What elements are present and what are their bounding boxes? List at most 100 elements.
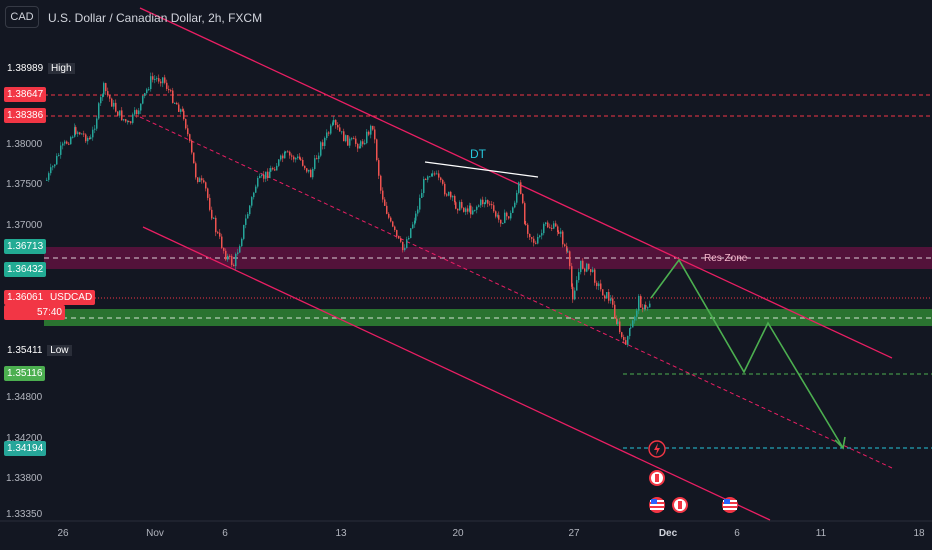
candle-body <box>359 146 361 149</box>
candle-body <box>144 93 146 96</box>
projection-path <box>650 258 844 449</box>
candle-body <box>417 209 419 214</box>
low-tag: Low <box>47 345 72 356</box>
countdown-label: 57:40 <box>4 305 65 320</box>
candle-body <box>524 203 526 224</box>
candle-body <box>406 239 408 249</box>
target-price-label-2: 1.34194 <box>4 441 47 456</box>
candle-body <box>610 298 612 301</box>
candle-body <box>647 307 649 309</box>
candle-body <box>454 196 456 203</box>
candle-body <box>130 121 132 123</box>
candle-body <box>52 166 54 168</box>
candle-body <box>233 264 235 267</box>
candle-body <box>168 89 170 91</box>
candle-body <box>588 263 590 270</box>
candle-body <box>56 155 58 165</box>
candle-body <box>265 171 267 179</box>
candle-body <box>537 237 539 244</box>
res-zone-label: Res Zone <box>704 253 748 264</box>
us-flag-icon[interactable] <box>722 497 738 513</box>
candle-body <box>128 121 130 123</box>
candle-body <box>353 138 355 140</box>
candle-body <box>431 173 433 177</box>
candle-body <box>444 183 446 195</box>
candle-body <box>600 283 602 290</box>
candle-body <box>209 197 211 210</box>
x-tick: 6 <box>734 528 740 539</box>
candle-body <box>487 200 489 204</box>
candle-body <box>174 102 176 104</box>
canada-flag-icon[interactable] <box>649 470 665 486</box>
candle-body <box>66 141 68 144</box>
candle-body <box>332 122 334 126</box>
symbol-search-button[interactable]: CAD <box>5 6 39 28</box>
candle-body <box>470 205 472 215</box>
candle-body <box>386 205 388 214</box>
candle-body <box>645 305 647 308</box>
candle-body <box>472 210 474 215</box>
candle-body <box>185 119 187 129</box>
candle-body <box>612 298 614 305</box>
candle-body <box>92 129 94 138</box>
candle-body <box>85 134 87 142</box>
candle-body <box>326 132 328 138</box>
candle-body <box>94 128 96 130</box>
lightning-icon[interactable] <box>648 440 666 458</box>
candle-body <box>493 205 495 212</box>
candle-body <box>465 208 467 212</box>
candle-body <box>176 102 178 105</box>
candle-body <box>306 168 308 172</box>
candle-body <box>390 217 392 222</box>
candle-body <box>312 168 314 178</box>
candle-body <box>497 215 499 217</box>
candle-body <box>207 188 209 198</box>
candle-body <box>374 129 376 140</box>
candle-body <box>297 156 299 158</box>
candle-body <box>520 182 522 194</box>
candle-body <box>394 226 396 231</box>
candle-body <box>249 205 251 215</box>
candle-body <box>617 321 619 324</box>
candle-body <box>434 173 436 175</box>
candle-body <box>109 94 111 99</box>
candle-body <box>616 318 618 324</box>
candle-body <box>158 78 160 82</box>
candle-body <box>614 304 616 319</box>
canada-flag-icon[interactable] <box>672 497 688 513</box>
x-tick: 6 <box>222 528 228 539</box>
candle-body <box>414 220 416 225</box>
candle-body <box>221 236 223 248</box>
candle-body <box>50 167 52 174</box>
candle-body <box>164 77 166 83</box>
candle-body <box>498 215 500 220</box>
candle-body <box>547 222 549 228</box>
candle-body <box>320 142 322 156</box>
candle-body <box>211 209 213 219</box>
candle-body <box>425 178 427 180</box>
candle-body <box>574 290 576 300</box>
candle-body <box>398 235 400 239</box>
candle-body <box>510 212 512 219</box>
candle-body <box>121 110 123 121</box>
x-tick: Nov <box>146 528 164 539</box>
candle-body <box>87 137 89 142</box>
candle-body <box>276 165 278 171</box>
candle-body <box>60 145 62 155</box>
candle-body <box>567 251 569 253</box>
candle-body <box>318 155 320 160</box>
candle-body <box>569 251 571 267</box>
us-flag-icon[interactable] <box>649 497 665 513</box>
candle-body <box>195 163 197 178</box>
candle-body <box>400 238 402 242</box>
candle-body <box>136 110 138 115</box>
candle-body <box>549 227 551 229</box>
candle-body <box>213 217 215 219</box>
candle-body <box>278 159 280 166</box>
candle-body <box>102 94 104 98</box>
candle-body <box>372 125 374 130</box>
candle-body <box>237 252 239 254</box>
candle-body <box>96 118 98 129</box>
candle-body <box>388 213 390 218</box>
